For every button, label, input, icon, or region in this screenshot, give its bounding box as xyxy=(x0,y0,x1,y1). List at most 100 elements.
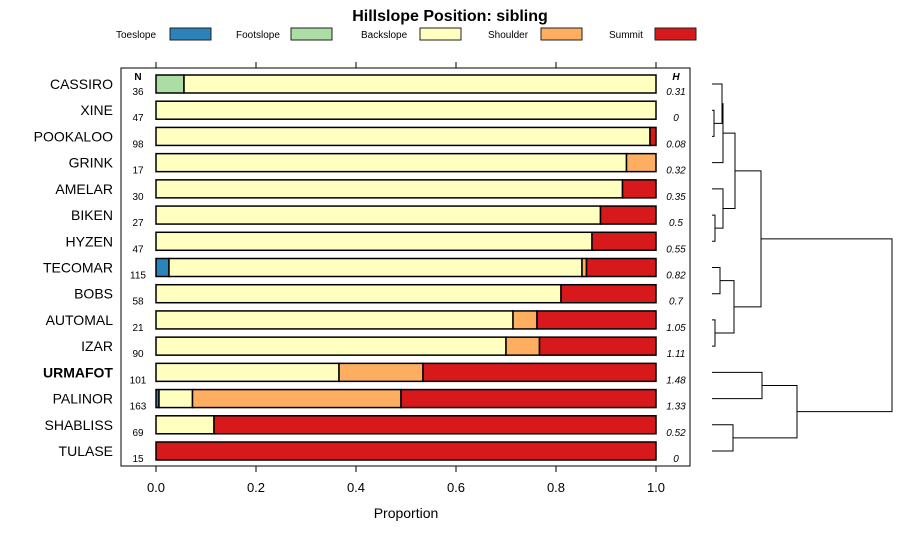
category-label: PALINOR xyxy=(53,391,113,407)
category-label: SHABLISS xyxy=(45,417,113,433)
bar-segment-summit xyxy=(422,362,657,383)
dendrogram-branch xyxy=(712,424,734,452)
bar-segment-backslope xyxy=(168,257,583,278)
bar-segment-summit xyxy=(591,231,657,252)
n-value: 69 xyxy=(132,428,144,439)
n-value: 47 xyxy=(132,113,144,124)
bar-segment-backslope xyxy=(155,310,514,330)
bar-row-palinor: PALINOR 163 1.33 xyxy=(53,388,686,413)
category-label: GRINK xyxy=(69,155,114,171)
category-label: AMELAR xyxy=(55,181,113,197)
n-value: 58 xyxy=(132,297,144,308)
bar-rows: CASSIRO 36 0.31 XINE 47 0 POOKALOO 98 0.08 GRINK 1… xyxy=(34,74,686,465)
bar-row-tulase: TULASE 15 0 xyxy=(59,441,679,465)
category-label: TULASE xyxy=(59,443,113,459)
legend-label-summit: Summit xyxy=(609,30,643,41)
n-value: 115 xyxy=(130,271,146,282)
n-value: 17 xyxy=(132,166,144,177)
x-tick-label: 0.2 xyxy=(247,480,265,495)
bar-row-urmafot: URMAFOT 101 1.48 xyxy=(43,362,686,386)
h-value: 1.11 xyxy=(667,349,686,360)
h-value: 0.7 xyxy=(669,297,683,308)
bar-row-hyzen: HYZEN 47 0.55 xyxy=(66,231,686,255)
bar-row-amelar: AMELAR 30 0.35 xyxy=(55,179,686,203)
legend-label-backslope: Backslope xyxy=(361,30,408,41)
x-tick-label: 0.8 xyxy=(547,480,565,495)
bar-row-cassiro: CASSIRO 36 0.31 xyxy=(50,74,686,98)
bar-row-izar: IZAR 90 1.11 xyxy=(81,336,686,360)
legend-label-toeslope: Toeslope xyxy=(116,30,156,41)
bar-segment-backslope xyxy=(155,152,628,173)
n-value: 30 xyxy=(132,192,144,203)
h-value: 0 xyxy=(673,113,679,124)
h-value: 0.5 xyxy=(669,218,683,229)
category-label: BOBS xyxy=(74,286,113,302)
legend-label-shoulder: Shoulder xyxy=(488,30,529,41)
h-value: 0.31 xyxy=(666,87,685,98)
n-value: 47 xyxy=(132,244,144,255)
legend-label-footslope: Footslope xyxy=(236,30,280,41)
n-value: 90 xyxy=(132,349,144,360)
bar-segment-backslope xyxy=(155,415,215,435)
dendrogram-branch xyxy=(734,170,762,308)
bar-segment-backslope xyxy=(155,100,657,120)
dendrogram-branch xyxy=(712,371,763,400)
h-value: 0.52 xyxy=(666,428,686,439)
h-value: 0.82 xyxy=(666,271,686,282)
bar-segment-shoulder xyxy=(338,362,424,383)
dendrogram-branch xyxy=(761,238,893,413)
category-label: AUTOMAL xyxy=(46,312,114,328)
bar-segment-backslope xyxy=(158,388,194,409)
dendrogram-branch xyxy=(712,214,716,242)
x-tick-label: 0.4 xyxy=(347,480,365,495)
bar-row-tecomar: TECOMAR 115 0.82 xyxy=(43,257,686,282)
category-label: HYZEN xyxy=(66,233,113,249)
n-value: 101 xyxy=(130,375,147,386)
h-value: 0.32 xyxy=(666,166,686,177)
n-value: 36 xyxy=(132,87,144,98)
bar-segment-backslope xyxy=(155,283,562,304)
dendrogram xyxy=(712,83,893,452)
n-value: 163 xyxy=(130,402,147,413)
h-value: 0.35 xyxy=(666,192,686,203)
h-value: 0.55 xyxy=(666,244,686,255)
bar-segment-backslope xyxy=(155,362,340,383)
bar-row-bobs: BOBS 58 0.7 xyxy=(74,283,683,308)
x-tick-label: 0.0 xyxy=(147,480,165,495)
n-header: N xyxy=(134,72,141,83)
dendrogram-branch xyxy=(712,188,724,229)
bar-segment-summit xyxy=(560,283,657,304)
chart-title: Hillslope Position: sibling xyxy=(352,8,548,25)
x-axis: 0.0 0.2 0.4 0.6 0.8 1.0 xyxy=(147,62,665,495)
bar-segment-backslope xyxy=(155,179,624,199)
x-tick-label: 1.0 xyxy=(647,480,665,495)
category-label: IZAR xyxy=(81,338,113,354)
bar-segment-backslope xyxy=(155,231,593,252)
h-value: 0 xyxy=(673,454,679,465)
bar-row-xine: XINE 47 0 xyxy=(80,100,679,124)
bar-row-pookaloo: POOKALOO 98 0.08 xyxy=(34,126,686,150)
bar-segment-summit xyxy=(536,310,657,330)
category-label: POOKALOO xyxy=(34,128,113,144)
legend-swatch-backslope xyxy=(419,27,462,41)
bar-row-grink: GRINK 17 0.32 xyxy=(69,152,686,177)
category-label: CASSIRO xyxy=(50,76,113,92)
bar-segment-summit xyxy=(538,336,657,356)
legend-swatch-shoulder xyxy=(540,27,583,41)
n-value: 15 xyxy=(132,454,144,465)
bar-segment-toeslope xyxy=(155,257,170,278)
bar-segment-summit xyxy=(400,388,657,409)
h-value: 1.33 xyxy=(666,402,686,413)
n-value: 21 xyxy=(132,323,144,334)
category-label: TECOMAR xyxy=(43,260,113,276)
bar-segment-summit xyxy=(599,205,657,225)
legend: Toeslope Footslope Backslope Shoulder Summit xyxy=(116,27,697,41)
bar-segment-summit xyxy=(621,179,657,199)
n-value: 27 xyxy=(132,218,144,229)
category-label: BIKEN xyxy=(71,207,113,223)
n-value: 98 xyxy=(132,139,144,150)
category-label: URMAFOT xyxy=(43,364,113,380)
dendrogram-branch xyxy=(733,384,798,439)
h-header: H xyxy=(672,72,680,83)
